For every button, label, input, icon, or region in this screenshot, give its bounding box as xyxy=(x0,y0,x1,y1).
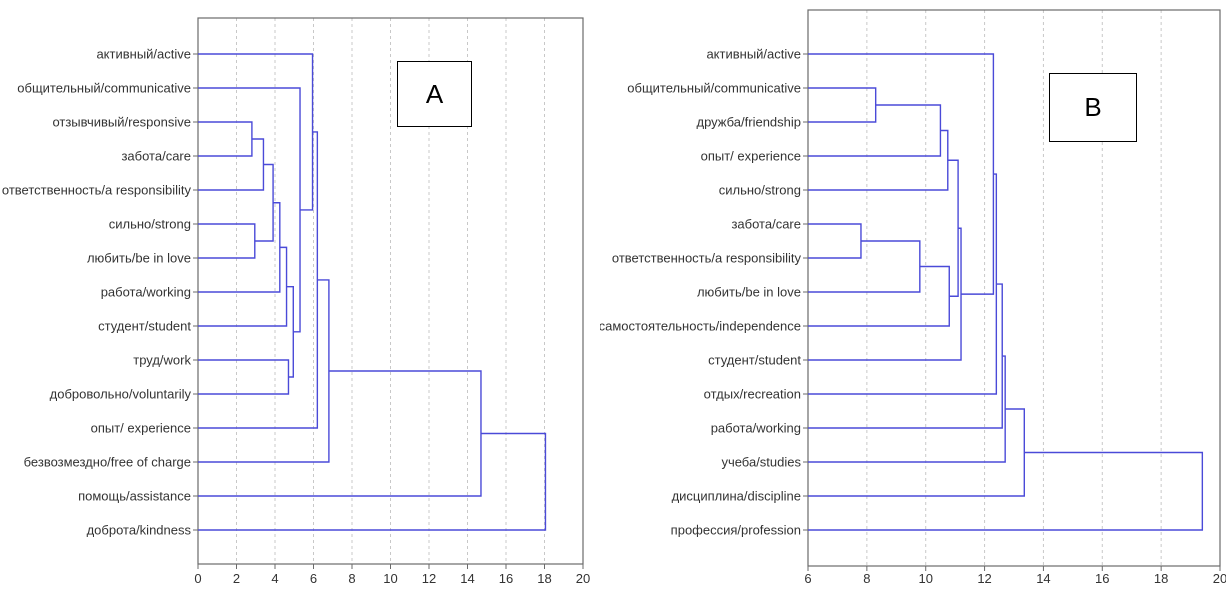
leaf-label-b-9: студент/student xyxy=(708,353,801,368)
leaf-label-a-0: активный/active xyxy=(96,47,191,62)
panel-label-a: A xyxy=(397,61,472,127)
link-a-9 xyxy=(198,53,314,211)
x-tick-label-b-2: 10 xyxy=(918,571,932,586)
leaf-label-a-3: забота/care xyxy=(121,149,191,164)
x-tick-label-b-0: 6 xyxy=(804,571,811,586)
leaf-label-a-9: труд/work xyxy=(133,353,191,368)
link-a-5 xyxy=(198,359,290,395)
panel-label-b: B xyxy=(1049,73,1137,142)
link-a-13 xyxy=(198,432,547,531)
x-tick-label-b-5: 16 xyxy=(1095,571,1109,586)
leaf-label-b-5: забота/care xyxy=(731,217,801,232)
link-a-7 xyxy=(286,285,294,378)
x-tick-label-b-7: 20 xyxy=(1213,571,1226,586)
link-b-12 xyxy=(808,408,1025,497)
link-b-11 xyxy=(808,355,1006,463)
leaf-label-a-2: отзывчивый/responsive xyxy=(52,115,191,130)
x-tick-label-a-0: 0 xyxy=(194,571,201,586)
link-b-13 xyxy=(808,451,1204,531)
x-tick-label-b-1: 8 xyxy=(863,571,870,586)
leaf-label-a-1: общительный/communicative xyxy=(17,81,191,96)
leaf-label-a-7: работа/working xyxy=(101,285,191,300)
leaf-label-a-4: ответственность/a responsibility xyxy=(2,183,192,198)
link-a-8 xyxy=(198,87,301,333)
x-tick-label-b-6: 18 xyxy=(1154,571,1168,586)
leaf-label-a-14: доброта/kindness xyxy=(87,523,192,538)
link-b-2 xyxy=(808,240,921,293)
link-a-6 xyxy=(198,246,288,327)
x-tick-label-a-2: 4 xyxy=(271,571,278,586)
leaf-label-b-2: дружба/friendship xyxy=(696,115,801,130)
leaf-label-b-6: ответственность/a responsibility xyxy=(612,251,802,266)
leaf-label-a-10: добровольно/voluntarily xyxy=(50,387,192,402)
dendrogram-panel-b: 6 8 10 12 14 16 18 20 активный/active общительный… xyxy=(599,0,1226,596)
dendrogram-panel-a: 0 2 4 6 8 10 12 14 16 18 20 активный/active общитель… xyxy=(0,0,600,596)
leaf-label-b-7: любить/be in love xyxy=(697,285,801,300)
x-tick-label-a-9: 18 xyxy=(537,571,551,586)
link-a-2 xyxy=(198,138,265,191)
link-a-11 xyxy=(198,279,330,463)
plot-frame-b xyxy=(807,9,1221,567)
x-tick-label-a-3: 6 xyxy=(310,571,317,586)
leaf-label-b-3: опыт/ experience xyxy=(701,149,801,164)
link-b-3 xyxy=(808,104,942,157)
x-tick-label-a-8: 16 xyxy=(499,571,513,586)
leaf-label-b-4: сильно/strong xyxy=(719,183,801,198)
leaf-label-b-13: дисциплина/discipline xyxy=(672,489,801,504)
link-b-0 xyxy=(808,223,862,259)
link-b-10 xyxy=(808,283,1003,429)
leaf-label-a-13: помощь/assistance xyxy=(78,489,191,504)
link-a-12 xyxy=(198,370,482,497)
x-tick-label-b-4: 14 xyxy=(1036,571,1050,586)
x-tick-label-a-4: 8 xyxy=(348,571,355,586)
leaf-label-a-12: безвозмездно/free of charge xyxy=(24,455,191,470)
x-tick-label-a-7: 14 xyxy=(460,571,474,586)
link-a-0 xyxy=(198,121,253,157)
link-b-1 xyxy=(808,87,877,123)
x-tick-label-a-5: 10 xyxy=(383,571,397,586)
link-a-4 xyxy=(198,202,281,293)
leaf-label-a-11: опыт/ experience xyxy=(91,421,191,436)
leaf-label-b-12: учеба/studies xyxy=(721,455,801,470)
link-b-4 xyxy=(808,129,949,191)
x-tick-label-b-3: 12 xyxy=(977,571,991,586)
leaf-label-a-6: любить/be in love xyxy=(87,251,191,266)
leaf-label-b-8: самостоятельность/independence xyxy=(600,319,801,334)
leaf-label-b-10: отдых/recreation xyxy=(704,387,801,402)
leaf-label-b-0: активный/active xyxy=(706,47,801,62)
x-tick-label-a-6: 12 xyxy=(422,571,436,586)
dendrogram-a-svg: 0 2 4 6 8 10 12 14 16 18 20 активный/active общитель… xyxy=(2,17,590,586)
link-a-1 xyxy=(198,223,256,259)
dendrogram-b-svg: 6 8 10 12 14 16 18 20 активный/active общительный… xyxy=(599,9,1226,586)
link-b-7 xyxy=(808,227,962,361)
leaf-label-b-14: профессия/profession xyxy=(671,523,801,538)
leaf-label-b-1: общительный/communicative xyxy=(627,81,801,96)
link-b-9 xyxy=(808,173,998,395)
leaf-label-b-11: работа/working xyxy=(711,421,801,436)
x-tick-label-a-10: 20 xyxy=(576,571,590,586)
link-b-5 xyxy=(808,265,950,327)
x-tick-label-a-1: 2 xyxy=(233,571,240,586)
leaf-label-a-8: студент/student xyxy=(98,319,191,334)
leaf-label-a-5: сильно/strong xyxy=(109,217,191,232)
